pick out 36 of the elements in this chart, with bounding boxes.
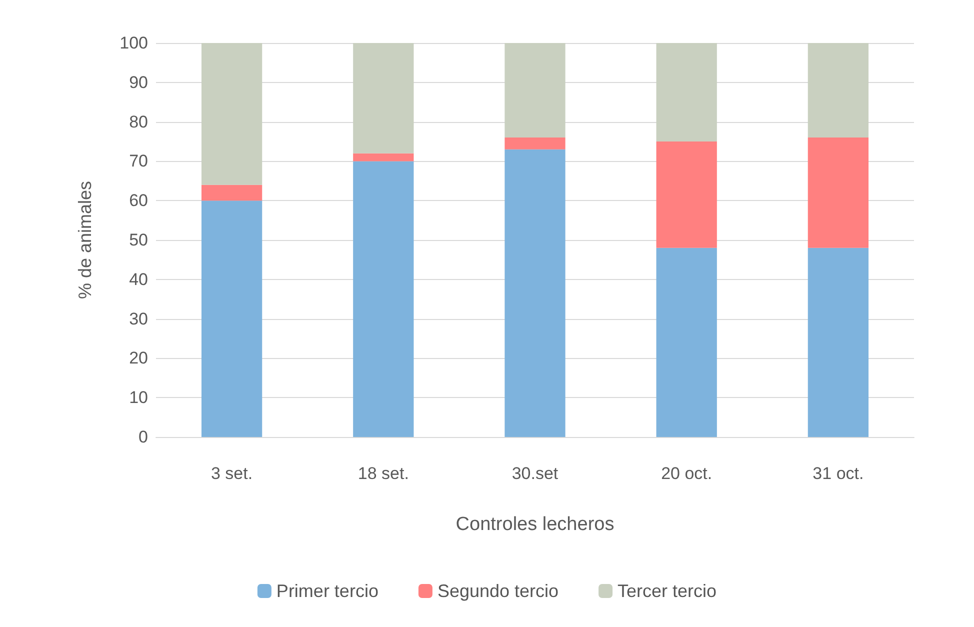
y-tick-label: 90 xyxy=(129,72,148,92)
bar xyxy=(201,184,262,201)
bar xyxy=(808,43,869,138)
bar xyxy=(656,248,717,437)
x-tick-label: 31 oct. xyxy=(812,464,864,483)
x-axis-title: Controles lecheros xyxy=(456,514,614,535)
bar xyxy=(504,43,566,138)
x-tick-label: 30.set xyxy=(512,464,558,483)
y-tick-label: 10 xyxy=(129,388,148,408)
y-tick-label: 100 xyxy=(120,34,148,52)
y-tick-label: 80 xyxy=(129,112,148,132)
y-tick-label: 20 xyxy=(129,348,148,368)
bar xyxy=(808,248,869,437)
legend-label: Tercer tercio xyxy=(618,581,717,601)
bar xyxy=(353,153,414,162)
bar xyxy=(201,43,262,185)
bar xyxy=(353,43,414,154)
bar xyxy=(504,138,566,150)
x-tick-label: 3 set. xyxy=(211,464,253,483)
bar xyxy=(353,161,414,437)
legend-label: Primer tercio xyxy=(276,581,378,601)
y-tick-label: 50 xyxy=(129,230,148,250)
bar xyxy=(201,200,262,437)
bar xyxy=(808,138,869,248)
x-tick-label: 20 oct. xyxy=(661,464,712,483)
y-axis-title: % de animales xyxy=(75,180,95,300)
y-tick-label: 0 xyxy=(138,428,148,446)
x-tick-label: 18 set. xyxy=(358,464,409,483)
bar xyxy=(656,43,717,142)
y-tick-label: 70 xyxy=(129,152,148,171)
y-tick-label: 40 xyxy=(129,270,148,289)
legend-label: Segundo tercio xyxy=(437,581,559,601)
y-tick-label: 30 xyxy=(129,309,148,328)
y-tick-label: 60 xyxy=(129,191,148,210)
bar xyxy=(656,142,717,248)
bar xyxy=(504,149,566,437)
